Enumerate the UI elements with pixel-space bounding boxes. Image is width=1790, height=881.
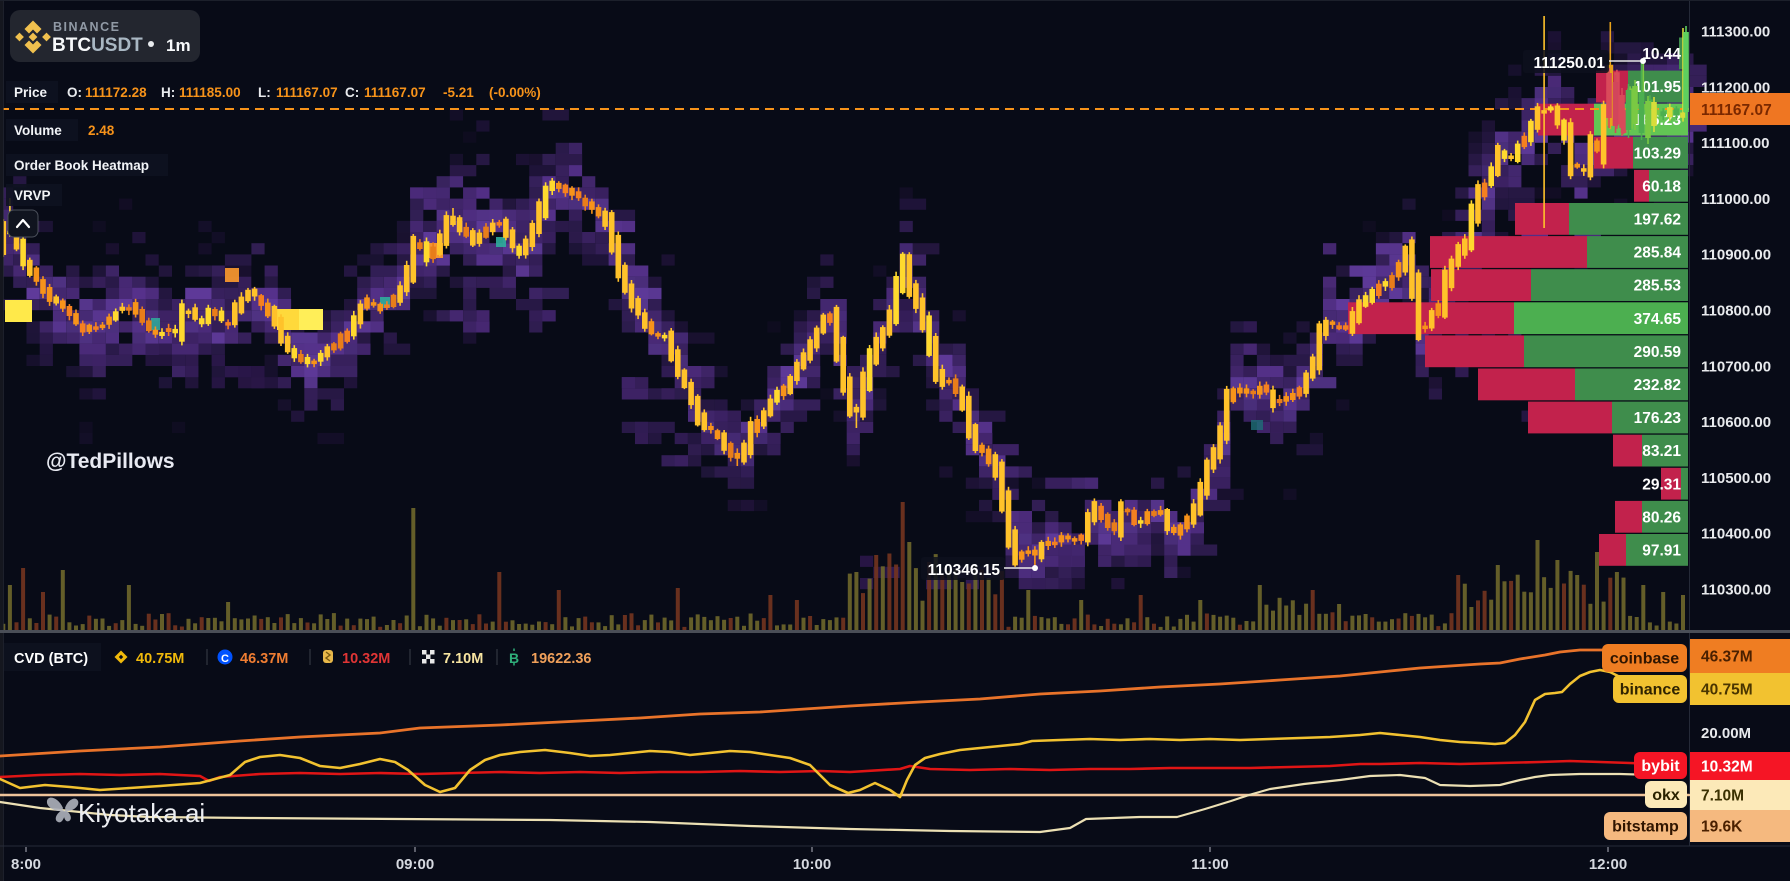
svg-text:7.10M: 7.10M bbox=[1701, 788, 1744, 805]
svg-text:374.65: 374.65 bbox=[1634, 311, 1682, 328]
svg-text:L:: L: bbox=[258, 85, 271, 100]
svg-text:111185.00: 111185.00 bbox=[179, 85, 241, 100]
svg-text:Kiyotaka.ai: Kiyotaka.ai bbox=[78, 798, 205, 828]
svg-text:2.48: 2.48 bbox=[88, 123, 115, 138]
svg-text:40.75M: 40.75M bbox=[1701, 682, 1753, 699]
svg-text:CVD (BTC): CVD (BTC) bbox=[14, 651, 88, 667]
svg-text:111300.00: 111300.00 bbox=[1701, 24, 1770, 41]
svg-text:110500.00: 110500.00 bbox=[1701, 470, 1771, 487]
svg-text:110900.00: 110900.00 bbox=[1701, 247, 1771, 264]
svg-text:Volume: Volume bbox=[14, 123, 62, 138]
svg-text:(-0.00%): (-0.00%) bbox=[489, 85, 541, 100]
svg-text:110400.00: 110400.00 bbox=[1701, 526, 1771, 543]
svg-text:110346.15: 110346.15 bbox=[928, 562, 1001, 579]
svg-text:C:: C: bbox=[345, 85, 359, 100]
svg-text:197.62: 197.62 bbox=[1634, 212, 1681, 229]
svg-text:09:00: 09:00 bbox=[396, 856, 434, 873]
svg-text:111167.07: 111167.07 bbox=[276, 85, 338, 100]
svg-text:232.82: 232.82 bbox=[1634, 377, 1681, 394]
svg-text:111172.28: 111172.28 bbox=[85, 85, 147, 100]
svg-text:BINANCE: BINANCE bbox=[53, 20, 120, 34]
svg-text:8:00: 8:00 bbox=[11, 856, 41, 873]
svg-text:111167.07: 111167.07 bbox=[1701, 102, 1772, 119]
svg-text:10.44: 10.44 bbox=[1642, 46, 1681, 63]
svg-text:Order Book Heatmap: Order Book Heatmap bbox=[14, 158, 149, 173]
svg-text:111167.07: 111167.07 bbox=[364, 85, 426, 100]
svg-text:83.21: 83.21 bbox=[1642, 443, 1681, 460]
svg-text:111000.00: 111000.00 bbox=[1701, 191, 1770, 208]
svg-text:VRVP: VRVP bbox=[14, 188, 51, 203]
svg-text:BTCUSDT: BTCUSDT bbox=[52, 35, 143, 56]
svg-text:46.37M: 46.37M bbox=[240, 651, 288, 667]
svg-text:110700.00: 110700.00 bbox=[1701, 358, 1771, 375]
svg-text:60.18: 60.18 bbox=[1642, 178, 1681, 195]
svg-text:111100.00: 111100.00 bbox=[1701, 135, 1769, 152]
svg-text:19.6K: 19.6K bbox=[1701, 819, 1743, 836]
svg-text:@TedPillows: @TedPillows bbox=[46, 450, 175, 473]
svg-text:12:00: 12:00 bbox=[1589, 856, 1627, 873]
svg-text:-5.21: -5.21 bbox=[443, 85, 474, 100]
svg-text:103.29: 103.29 bbox=[1634, 145, 1682, 162]
svg-text:coinbase: coinbase bbox=[1610, 651, 1679, 668]
svg-text:B: B bbox=[509, 650, 519, 666]
svg-text:40.75M: 40.75M bbox=[136, 651, 184, 667]
svg-text:285.84: 285.84 bbox=[1634, 245, 1682, 262]
svg-text:111200.00: 111200.00 bbox=[1701, 79, 1770, 96]
svg-text:7.10M: 7.10M bbox=[443, 651, 483, 667]
svg-text:bitstamp: bitstamp bbox=[1612, 819, 1679, 836]
svg-text:11:00: 11:00 bbox=[1191, 856, 1229, 873]
svg-text:binance: binance bbox=[1620, 682, 1681, 699]
svg-text:110600.00: 110600.00 bbox=[1701, 414, 1771, 431]
svg-text:290.59: 290.59 bbox=[1634, 344, 1682, 361]
svg-text:101.95: 101.95 bbox=[1634, 79, 1682, 96]
svg-text:Price: Price bbox=[14, 85, 48, 100]
svg-text:80.26: 80.26 bbox=[1642, 509, 1681, 526]
svg-text:okx: okx bbox=[1652, 787, 1680, 804]
svg-text:97.91: 97.91 bbox=[1642, 543, 1681, 560]
svg-text:O:: O: bbox=[67, 85, 82, 100]
svg-text:10.32M: 10.32M bbox=[1701, 759, 1753, 776]
svg-text:H:: H: bbox=[161, 85, 175, 100]
svg-text:C: C bbox=[221, 653, 229, 665]
svg-text:20.00M: 20.00M bbox=[1701, 725, 1751, 742]
svg-text:19622.36: 19622.36 bbox=[531, 651, 591, 667]
svg-text:110800.00: 110800.00 bbox=[1701, 303, 1771, 320]
svg-text:176.23: 176.23 bbox=[1634, 410, 1682, 427]
svg-text:1m: 1m bbox=[166, 36, 191, 55]
svg-text:110300.00: 110300.00 bbox=[1701, 582, 1771, 599]
svg-text:bybit: bybit bbox=[1641, 758, 1680, 775]
svg-text:111250.01: 111250.01 bbox=[1533, 55, 1605, 72]
svg-text:10.32M: 10.32M bbox=[342, 651, 390, 667]
svg-text:10:00: 10:00 bbox=[793, 856, 831, 873]
svg-text:46.37M: 46.37M bbox=[1701, 649, 1753, 666]
svg-text:29.31: 29.31 bbox=[1642, 476, 1681, 493]
svg-text:285.53: 285.53 bbox=[1634, 278, 1682, 295]
